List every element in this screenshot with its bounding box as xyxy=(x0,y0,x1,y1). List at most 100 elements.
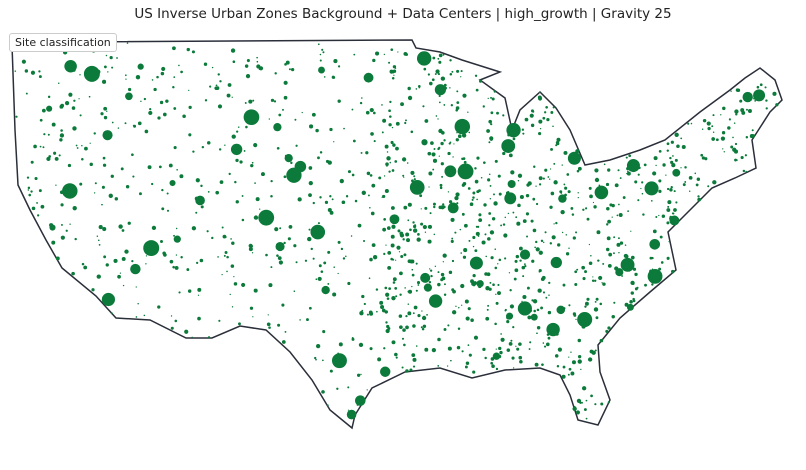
urban-zone xyxy=(229,293,231,296)
urban-zone xyxy=(548,294,550,296)
urban-zone xyxy=(494,266,498,270)
urban-zone xyxy=(461,133,467,138)
urban-zone xyxy=(279,243,282,246)
urban-zone xyxy=(178,291,181,294)
urban-zone xyxy=(221,273,223,276)
urban-zone xyxy=(389,115,392,118)
urban-zone xyxy=(25,92,28,95)
urban-zone xyxy=(428,281,432,284)
urban-zone xyxy=(753,97,756,100)
urban-zone xyxy=(440,272,445,277)
urban-zone xyxy=(415,289,418,292)
urban-zone xyxy=(564,186,568,190)
urban-zone xyxy=(590,394,593,398)
urban-zone xyxy=(624,269,626,272)
urban-zone xyxy=(640,187,642,190)
urban-zone xyxy=(405,119,407,122)
urban-zone xyxy=(457,327,461,330)
urban-zone xyxy=(369,107,374,113)
urban-zone xyxy=(172,86,175,89)
urban-zone xyxy=(83,265,88,270)
urban-zone xyxy=(211,236,214,240)
urban-zone xyxy=(673,190,676,193)
legend-title: Site classification xyxy=(9,33,117,52)
urban-zone xyxy=(629,300,633,304)
urban-zone xyxy=(387,327,391,330)
urban-zone xyxy=(690,122,693,125)
urban-zone xyxy=(196,261,199,265)
urban-zone xyxy=(556,142,560,146)
urban-zone xyxy=(643,163,647,167)
urban-zone xyxy=(241,218,245,222)
urban-zone xyxy=(697,195,700,198)
urban-zone xyxy=(504,192,517,205)
urban-zone xyxy=(696,177,701,181)
urban-zone xyxy=(162,112,167,117)
urban-zone xyxy=(623,253,628,259)
urban-zone xyxy=(381,308,386,313)
urban-zone xyxy=(347,409,350,411)
urban-zone xyxy=(79,74,81,76)
urban-zone xyxy=(571,360,576,365)
urban-zone xyxy=(153,87,157,92)
urban-zone xyxy=(38,75,42,78)
urban-zone xyxy=(689,190,691,192)
urban-zone xyxy=(533,165,536,168)
urban-zone xyxy=(570,371,575,376)
urban-zone xyxy=(390,206,395,210)
urban-zone xyxy=(168,163,173,168)
urban-zone xyxy=(413,175,416,178)
urban-zone xyxy=(589,349,594,354)
urban-zone xyxy=(315,343,321,349)
urban-zone xyxy=(327,250,331,254)
urban-zone xyxy=(287,237,291,241)
urban-zone xyxy=(276,146,280,150)
urban-zone xyxy=(38,189,42,193)
urban-zone xyxy=(680,137,683,140)
urban-zone xyxy=(270,98,275,102)
urban-zone xyxy=(217,73,220,76)
urban-zone xyxy=(407,303,410,305)
urban-zone xyxy=(102,130,113,141)
urban-zone xyxy=(402,174,405,177)
urban-zone xyxy=(410,170,415,175)
urban-zone xyxy=(562,365,566,369)
urban-zone xyxy=(554,354,559,358)
urban-zone xyxy=(642,213,645,216)
urban-zone xyxy=(279,227,282,230)
urban-zone xyxy=(191,50,195,54)
urban-zone xyxy=(476,198,478,201)
urban-zone xyxy=(465,316,470,321)
urban-zone xyxy=(517,301,532,316)
urban-zone xyxy=(121,256,126,261)
urban-zone xyxy=(391,340,396,345)
urban-zone xyxy=(600,402,604,406)
urban-zone xyxy=(732,136,734,139)
urban-zone xyxy=(409,228,412,232)
urban-zone xyxy=(420,222,424,226)
urban-zone xyxy=(412,224,417,229)
urban-zone xyxy=(723,151,725,153)
urban-zone xyxy=(444,283,446,286)
urban-zone xyxy=(243,109,260,126)
urban-zone xyxy=(488,173,491,176)
urban-zone xyxy=(548,281,551,285)
urban-zone xyxy=(238,322,241,326)
urban-zone xyxy=(429,269,433,272)
urban-zone xyxy=(124,74,127,77)
urban-zone xyxy=(161,188,164,192)
urban-zone xyxy=(536,326,541,330)
urban-zone xyxy=(516,347,520,351)
urban-zone xyxy=(433,233,436,236)
urban-zone xyxy=(667,205,670,208)
urban-zone xyxy=(586,217,590,221)
urban-zone xyxy=(318,66,325,74)
urban-zone xyxy=(379,300,384,305)
urban-zone xyxy=(416,237,421,242)
urban-zone xyxy=(160,240,163,243)
urban-zone xyxy=(139,192,142,196)
urban-zone xyxy=(256,60,259,63)
urban-zone xyxy=(482,347,486,352)
urban-zone xyxy=(380,305,385,310)
